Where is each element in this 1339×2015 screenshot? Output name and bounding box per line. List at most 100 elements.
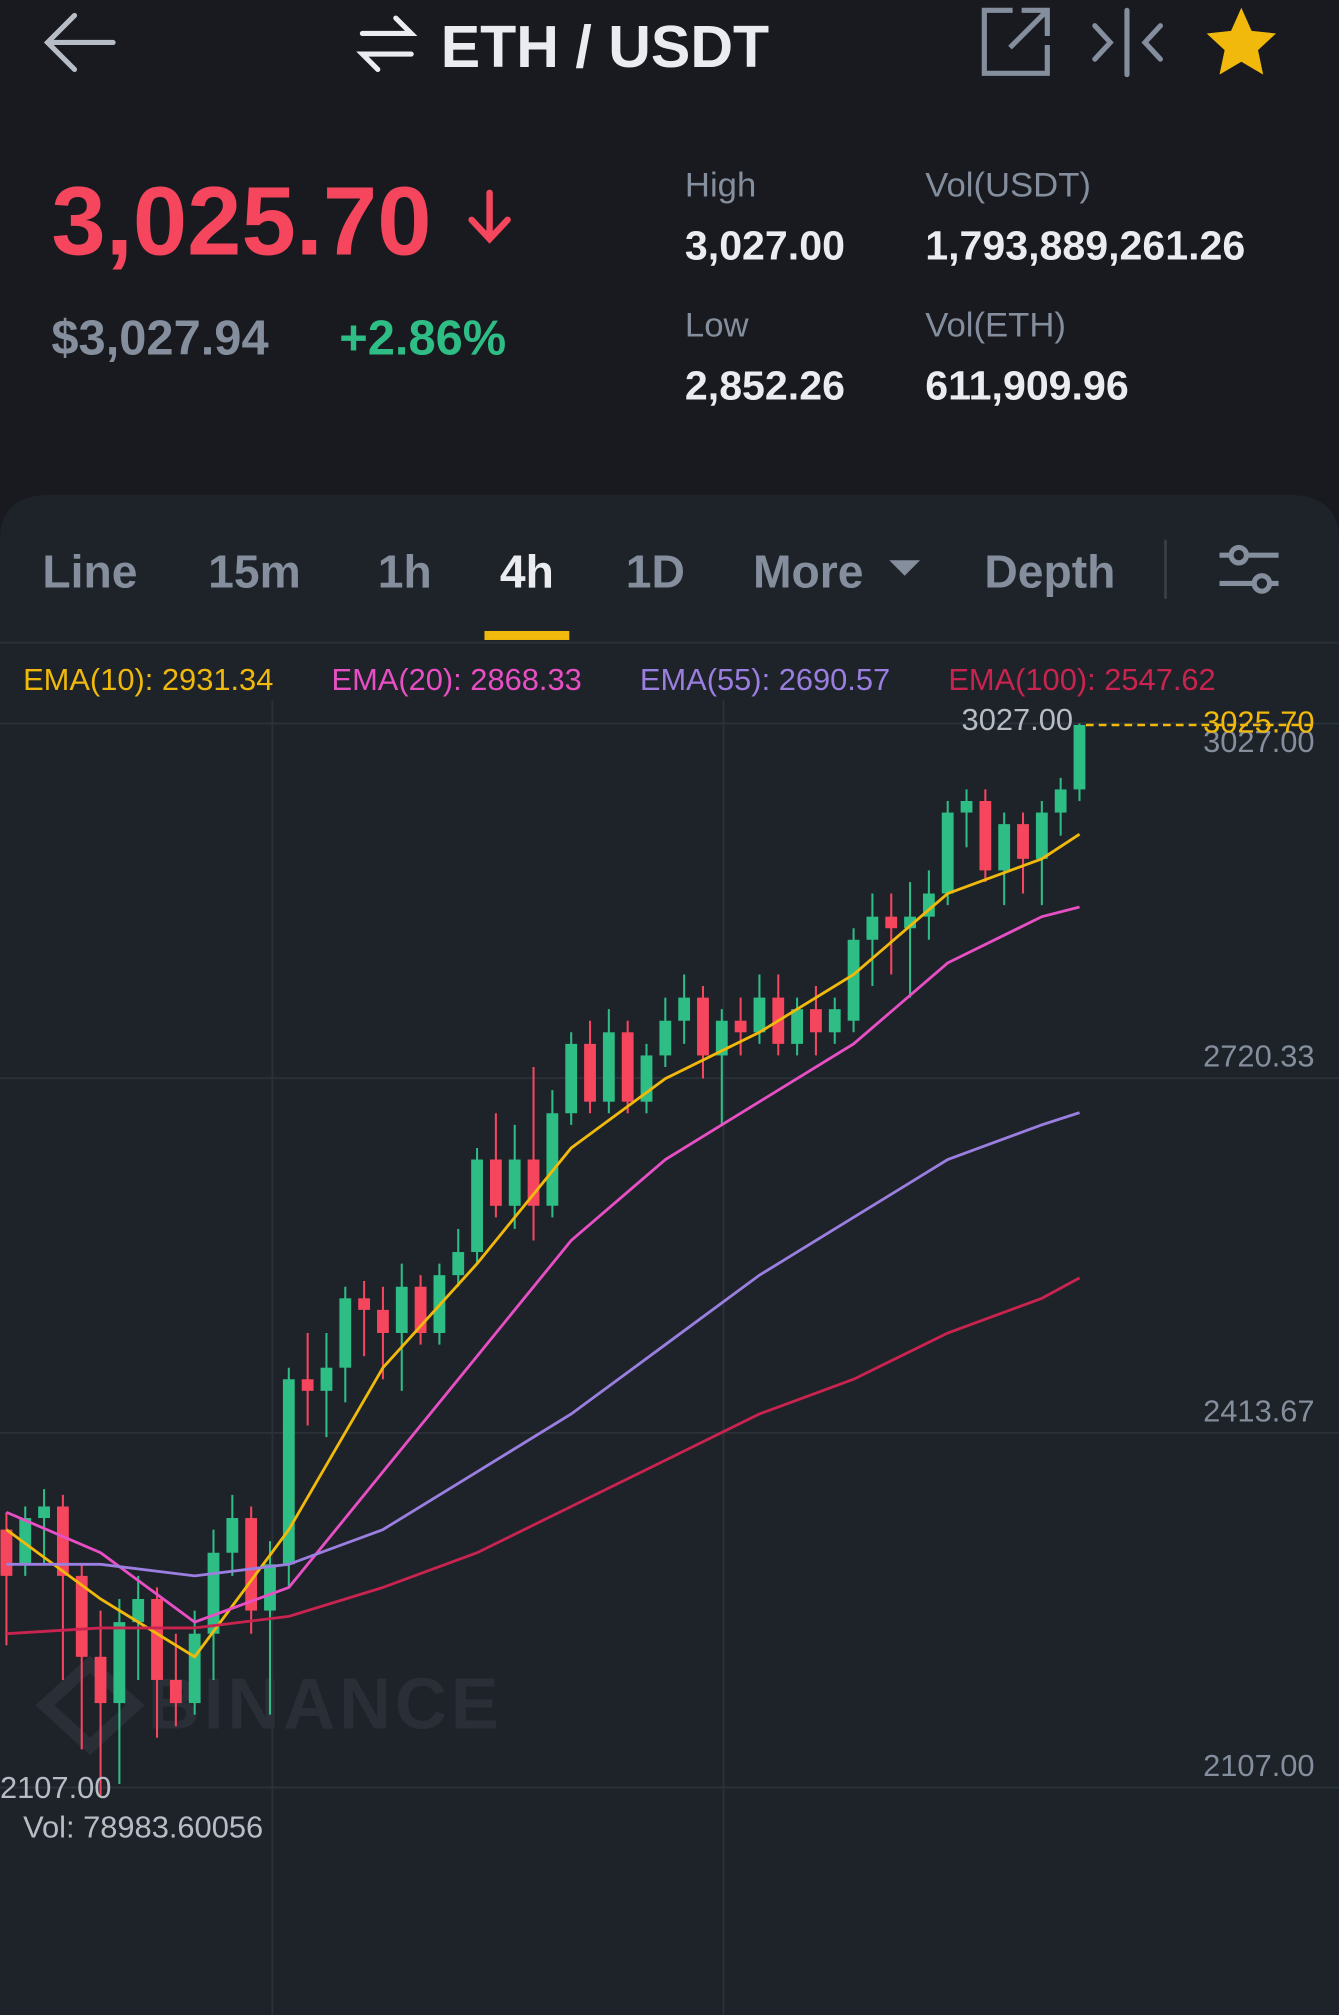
- candle-body: [1035, 812, 1048, 859]
- tab[interactable]: More: [753, 545, 864, 597]
- ema-line: [5, 905, 1080, 1624]
- tab-bar: Line 15m 1h 4h 1D More Depth: [42, 545, 1115, 640]
- candle-body: [339, 1298, 352, 1368]
- candle-body: [922, 893, 935, 917]
- candle-body: [452, 1252, 465, 1276]
- ema-value: 2547.62: [1104, 662, 1215, 697]
- volume-label: Vol: 78983.60056: [23, 1810, 263, 1845]
- candle-body: [151, 1598, 163, 1680]
- candle-body: [358, 1298, 371, 1310]
- ema-value: 2868.33: [470, 662, 581, 697]
- ema-legend: EMA(55): 2690.57: [640, 662, 890, 697]
- candle-body: [866, 916, 879, 940]
- back-button[interactable]: [43, 12, 116, 72]
- candle-body: [264, 1564, 276, 1611]
- candle-body: [1054, 789, 1067, 813]
- stat-label: Vol(USDT): [925, 167, 1091, 205]
- favorite-star[interactable]: [1206, 7, 1277, 75]
- ema-line: [6, 1276, 1081, 1636]
- ema-separator: :: [145, 662, 162, 697]
- ema-separator: :: [453, 662, 470, 697]
- candle-body: [1017, 824, 1029, 859]
- tab[interactable]: Line: [42, 545, 137, 597]
- stat-label: High: [685, 167, 756, 205]
- pair-title: ETH / USDT: [441, 13, 769, 80]
- candle-body: [301, 1379, 314, 1391]
- candle-body: [941, 812, 954, 894]
- tab[interactable]: 1h: [378, 545, 432, 597]
- candle-body: [527, 1159, 540, 1206]
- ema-name: EMA(100): [948, 662, 1087, 697]
- ema-name: EMA(20): [332, 662, 454, 697]
- candle-body: [282, 1379, 295, 1565]
- candle-body: [19, 1518, 32, 1565]
- candle-body: [847, 939, 860, 1021]
- tab[interactable]: 1D: [626, 545, 685, 597]
- candle-body: [169, 1679, 182, 1704]
- candle-body: [1073, 725, 1086, 790]
- y-tick-label: 2413.67: [1203, 1393, 1314, 1428]
- change-percent: +2.86%: [339, 312, 506, 366]
- candle-body: [489, 1159, 502, 1206]
- tab[interactable]: 15m: [208, 545, 301, 597]
- candle-body: [0, 1529, 13, 1576]
- candle-body: [320, 1367, 333, 1391]
- y-tick-label: 2720.33: [1203, 1039, 1314, 1074]
- ema-value: 2931.34: [162, 662, 273, 697]
- plot: 3027.00 2720.33 2413.67 2107.00 BINANCE EMA(1…: [0, 662, 1339, 2015]
- ema-legend: EMA(100): 2547.62: [948, 662, 1215, 697]
- candle-body: [810, 1009, 822, 1033]
- ema-value: 2690.57: [779, 662, 890, 697]
- current-price-label: 3025.70: [1203, 705, 1314, 740]
- stat-value: 3,027.00: [685, 223, 845, 269]
- candle-body: [715, 1020, 728, 1056]
- ema-legend: EMA(20): 2868.33: [332, 662, 582, 697]
- candle-body: [56, 1506, 69, 1576]
- active-tab-underline: [484, 630, 570, 640]
- candle-body: [621, 1032, 634, 1102]
- candle-body: [245, 1518, 258, 1611]
- candle-body: [753, 997, 766, 1033]
- tab[interactable]: Depth: [984, 545, 1115, 597]
- split-icon[interactable]: [1092, 7, 1163, 78]
- candle-body: [113, 1622, 126, 1704]
- candle-body: [734, 1020, 747, 1033]
- candle-body: [226, 1518, 239, 1553]
- ema-name: EMA(10): [23, 662, 145, 697]
- more-caret: [889, 560, 921, 576]
- candle-body: [75, 1575, 88, 1657]
- candle-body: [546, 1113, 559, 1206]
- usd-price: $3,027.94: [51, 312, 268, 366]
- candle-body: [471, 1159, 483, 1253]
- candle-body: [94, 1656, 107, 1704]
- candle-body: [904, 916, 916, 929]
- candle-body: [565, 1043, 578, 1114]
- stat-label: Low: [685, 307, 750, 345]
- last-price: 3,025.70: [51, 166, 431, 275]
- settings-icon[interactable]: [1219, 544, 1279, 594]
- ema-legend: EMA(10): 2931.34: [23, 662, 273, 697]
- y-tick-label: 3027.00: [1203, 724, 1314, 759]
- candle-body: [659, 1020, 672, 1056]
- candle-body: [584, 1043, 596, 1102]
- candle-body: [678, 997, 691, 1021]
- candle-body: [885, 916, 898, 929]
- ema-separator: :: [1087, 662, 1104, 697]
- ema-line: [5, 832, 1081, 1659]
- candle-body: [38, 1506, 50, 1519]
- stat-value: 2,852.26: [685, 363, 845, 409]
- candle-body: [207, 1552, 220, 1634]
- candle-body: [828, 1009, 841, 1033]
- external-icon[interactable]: [981, 7, 1050, 76]
- tab[interactable]: 4h: [500, 545, 554, 597]
- candle-body: [960, 800, 973, 813]
- candle-body: [508, 1159, 521, 1206]
- swap-icon[interactable]: [356, 15, 418, 72]
- watermark: BINANCE: [148, 1664, 503, 1744]
- candle-body: [697, 997, 709, 1056]
- y-tick-label: 2107.00: [1203, 1748, 1314, 1783]
- candle-body: [640, 1055, 653, 1102]
- candle-body: [395, 1286, 408, 1333]
